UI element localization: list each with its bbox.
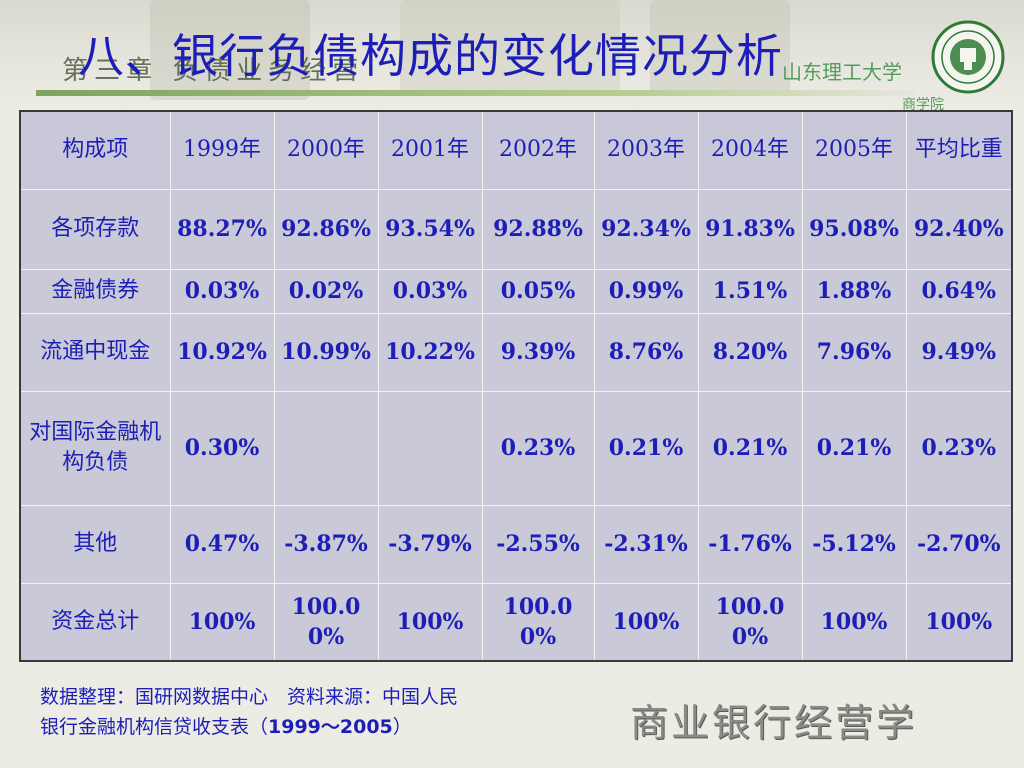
header-cell: 2002年: [481, 110, 595, 190]
table-cell: [377, 390, 483, 506]
table-row: 资金总计 100% 100.00% 100% 100.00% 100% 100.…: [19, 582, 1013, 662]
table-cell: 100.00%: [481, 582, 595, 662]
table-cell: 0.99%: [593, 268, 699, 314]
row-label: 其他: [19, 504, 171, 584]
source-footnote: 数据整理：国研网数据中心 资料来源：中国人民 银行金融机构信贷收支表（1999～…: [40, 682, 458, 742]
row-label: 流通中现金: [19, 312, 171, 392]
table-cell: 93.54%: [377, 188, 483, 270]
table-cell: 100.00%: [273, 582, 379, 662]
table-row: 其他 0.47% -3.87% -3.79% -2.55% -2.31% -1.…: [19, 504, 1013, 584]
table-cell: 9.49%: [905, 312, 1013, 392]
table-cell: [273, 390, 379, 506]
table-cell: 0.03%: [169, 268, 275, 314]
table-cell: 0.23%: [905, 390, 1013, 506]
table-cell: 0.21%: [801, 390, 907, 506]
row-label: 资金总计: [19, 582, 171, 662]
table-cell: 92.88%: [481, 188, 595, 270]
table-cell: -2.70%: [905, 504, 1013, 584]
row-label: 对国际金融机构负债: [19, 390, 171, 506]
table-cell: 10.99%: [273, 312, 379, 392]
table-cell: 100%: [377, 582, 483, 662]
table-cell: 8.20%: [697, 312, 803, 392]
table-cell: -3.87%: [273, 504, 379, 584]
header-cell: 1999年: [169, 110, 275, 190]
university-seal-icon: [931, 20, 1005, 94]
table-cell: 92.40%: [905, 188, 1013, 270]
header-cell: 2003年: [593, 110, 699, 190]
table-cell: 10.22%: [377, 312, 483, 392]
table-cell: 0.23%: [481, 390, 595, 506]
table-cell: 10.92%: [169, 312, 275, 392]
footnote-years: 1999～2005: [268, 716, 393, 738]
table-cell: 7.96%: [801, 312, 907, 392]
table-row: 对国际金融机构负债 0.30% 0.23% 0.21% 0.21% 0.21% …: [19, 390, 1013, 506]
table-cell: 0.64%: [905, 268, 1013, 314]
table-cell: 1.51%: [697, 268, 803, 314]
header-cell: 构成项: [19, 110, 171, 190]
table-cell: 95.08%: [801, 188, 907, 270]
table-cell: 92.34%: [593, 188, 699, 270]
table-cell: 92.86%: [273, 188, 379, 270]
chapter-label: 第三章 负债业务经营: [62, 56, 365, 86]
background-photo-collage: [400, 0, 620, 92]
table-cell: 100%: [169, 582, 275, 662]
table-row: 流通中现金 10.92% 10.99% 10.22% 9.39% 8.76% 8…: [19, 312, 1013, 392]
row-label: 金融债券: [19, 268, 171, 314]
university-subtitle: 商学院: [902, 97, 944, 113]
footnote-text: ）: [392, 716, 412, 738]
header-cell: 2001年: [377, 110, 483, 190]
table-cell: 8.76%: [593, 312, 699, 392]
table-cell: 88.27%: [169, 188, 275, 270]
header-cell: 2000年: [273, 110, 379, 190]
background-photo-collage: [150, 0, 310, 100]
table-cell: 91.83%: [697, 188, 803, 270]
table-cell: -3.79%: [377, 504, 483, 584]
table-cell: 1.88%: [801, 268, 907, 314]
background-photo-collage: [650, 0, 790, 96]
table-cell: 0.03%: [377, 268, 483, 314]
table-cell: 100%: [801, 582, 907, 662]
table-row: 金融债券 0.03% 0.02% 0.03% 0.05% 0.99% 1.51%…: [19, 268, 1013, 314]
table-cell: -5.12%: [801, 504, 907, 584]
header-divider: [36, 90, 916, 96]
footnote-line-2: 银行金融机构信贷收支表（1999～2005）: [40, 712, 458, 742]
header-cell: 2004年: [697, 110, 803, 190]
row-label: 各项存款: [19, 188, 171, 270]
slide-title: 八、银行负债构成的变化情况分析: [78, 29, 783, 83]
table-cell: -1.76%: [697, 504, 803, 584]
university-name: 山东理工大学: [782, 60, 902, 84]
table-cell: -2.31%: [593, 504, 699, 584]
table-cell: 0.21%: [593, 390, 699, 506]
header-cell: 2005年: [801, 110, 907, 190]
table-cell: 0.21%: [697, 390, 803, 506]
table-cell: 100%: [905, 582, 1013, 662]
table-cell: -2.55%: [481, 504, 595, 584]
table-cell: 9.39%: [481, 312, 595, 392]
table-cell: 100.00%: [697, 582, 803, 662]
header-cell: 平均比重: [905, 110, 1013, 190]
table-cell: 0.05%: [481, 268, 595, 314]
table-header-row: 构成项 1999年 2000年 2001年 2002年 2003年 2004年 …: [19, 110, 1013, 190]
course-watermark: 商业银行经营学: [630, 701, 918, 745]
footnote-text: 银行金融机构信贷收支表（: [40, 716, 269, 738]
table-cell: 0.47%: [169, 504, 275, 584]
footnote-line-1: 数据整理：国研网数据中心 资料来源：中国人民: [40, 686, 459, 708]
table-row: 各项存款 88.27% 92.86% 93.54% 92.88% 92.34% …: [19, 188, 1013, 270]
table-cell: 0.02%: [273, 268, 379, 314]
table-cell: 100%: [593, 582, 699, 662]
liability-composition-table: 构成项 1999年 2000年 2001年 2002年 2003年 2004年 …: [19, 110, 1013, 662]
table-cell: 0.30%: [169, 390, 275, 506]
